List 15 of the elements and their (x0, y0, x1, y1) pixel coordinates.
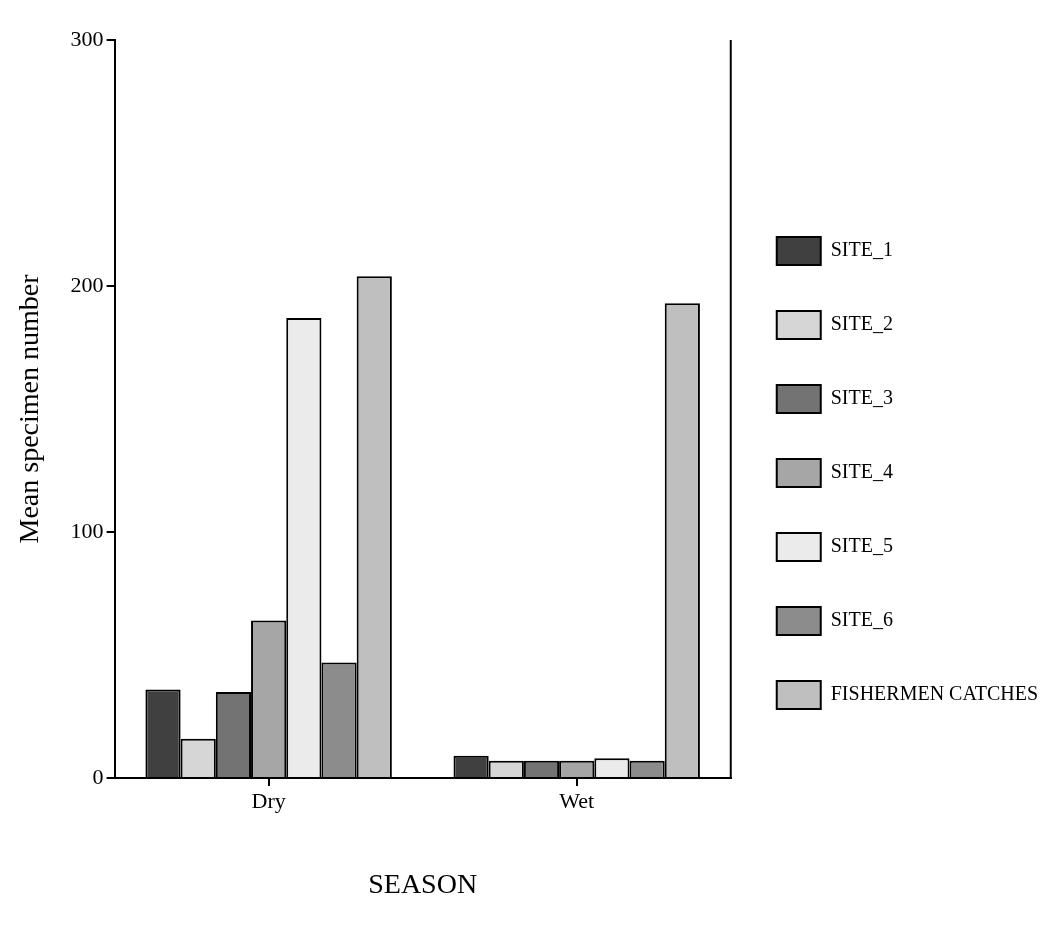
legend-label: SITE_2 (830, 312, 893, 335)
y-axis-title: Mean specimen number (13, 273, 45, 544)
y-tick-label: 100 (70, 517, 104, 543)
legend-label: SITE_4 (830, 460, 893, 483)
legend-label: SITE_5 (830, 534, 893, 557)
x-tick-label: Wet (559, 787, 595, 813)
legend-label: SITE_3 (830, 386, 893, 409)
y-tick-label: 0 (92, 763, 104, 789)
legend-label: SITE_1 (830, 238, 893, 261)
legend-label: FISHERMEN CATCHES (830, 682, 1039, 705)
y-tick-label: 200 (70, 271, 104, 297)
legend-label: SITE_6 (830, 608, 893, 631)
y-tick-label: 300 (70, 25, 104, 51)
x-axis-title: SEASON (368, 867, 478, 899)
x-tick-label: Dry (251, 787, 286, 813)
